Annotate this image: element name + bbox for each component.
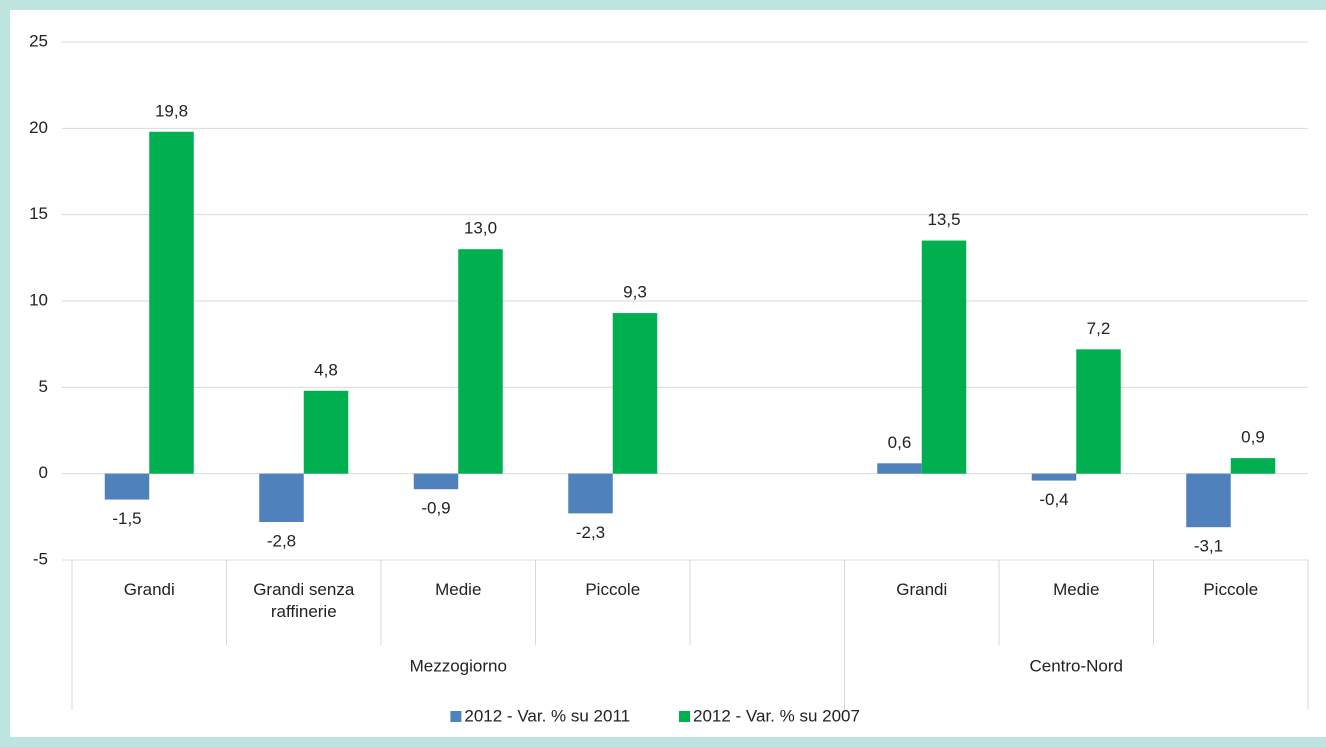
value-label: 7,2 <box>1087 319 1111 338</box>
bar <box>413 473 459 490</box>
bar <box>1076 349 1121 474</box>
bar <box>1186 473 1231 528</box>
group-label: Mezzogiorno <box>410 656 507 675</box>
bar <box>303 390 349 474</box>
bar <box>1230 458 1276 474</box>
legend-swatch <box>450 711 462 722</box>
y-tick-label: 15 <box>29 204 48 223</box>
y-tick-label: 20 <box>29 118 48 137</box>
y-tick-label: 0 <box>39 463 48 482</box>
x-tick-label: Grandi senza raffinerie <box>253 580 355 621</box>
x-tick-label: Piccole <box>585 580 641 599</box>
x-tick-label: Medie <box>1053 580 1100 599</box>
bar <box>568 473 613 514</box>
value-label: -0,4 <box>1039 490 1068 509</box>
value-label: -1,5 <box>112 509 141 528</box>
value-label: -2,8 <box>267 531 296 550</box>
bar <box>1031 473 1077 481</box>
bar <box>921 240 967 474</box>
x-tick-label: Grandi <box>896 580 948 599</box>
legend-label: 2012 - Var. % su 2011 <box>464 706 630 725</box>
bar <box>877 463 922 474</box>
x-tick-label: Medie <box>435 580 482 599</box>
bar <box>104 473 150 500</box>
bar <box>259 473 304 523</box>
value-label: 4,8 <box>314 360 338 379</box>
bar <box>149 131 194 474</box>
value-label: 0,9 <box>1241 428 1265 447</box>
value-label: 13,0 <box>464 219 497 238</box>
x-tick-label: Piccole <box>1203 580 1259 599</box>
value-label: -3,1 <box>1194 537 1223 556</box>
y-tick-label: 5 <box>39 377 48 396</box>
legend-label: 2012 - Var. % su 2007 <box>693 706 860 725</box>
group-label: Centro-Nord <box>1029 656 1123 675</box>
y-tick-label: 10 <box>29 290 48 309</box>
value-label: -0,9 <box>421 499 450 518</box>
value-label: 13,5 <box>927 210 960 229</box>
bar <box>612 313 658 474</box>
value-label: 19,8 <box>155 101 188 120</box>
legend-swatch <box>679 711 690 722</box>
bar <box>458 249 503 474</box>
value-label: -2,3 <box>576 523 605 542</box>
y-tick-label: -5 <box>33 549 48 568</box>
value-label: 9,3 <box>623 283 647 302</box>
y-tick-label: 25 <box>29 31 48 50</box>
value-label: 0,6 <box>888 433 912 452</box>
x-tick-label: Grandi <box>123 580 175 599</box>
